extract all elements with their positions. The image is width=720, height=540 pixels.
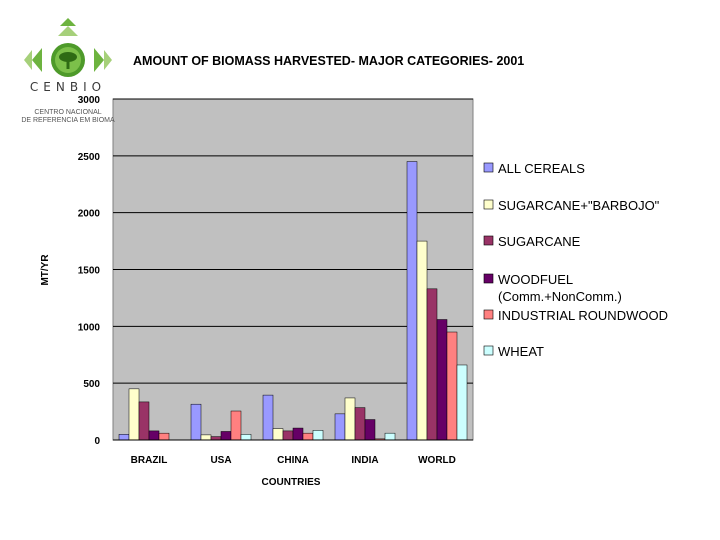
legend: ALL CEREALS SUGARCANE+"BARBOJO" SUGARCANE W… — [483, 161, 668, 359]
bar — [384, 432, 396, 441]
bar — [240, 434, 252, 441]
bar — [230, 410, 242, 441]
logo-emblem-icon — [24, 18, 112, 77]
y-tick-label: 3000 — [78, 95, 101, 106]
legend-label: ALL CEREALS — [498, 161, 585, 176]
y-tick-label: 1500 — [78, 266, 101, 277]
y-tick-label: 2500 — [78, 152, 101, 163]
bar — [416, 240, 428, 441]
x-tick-label: INDIA — [351, 455, 378, 466]
bar — [220, 431, 232, 441]
legend-swatch — [483, 309, 494, 320]
x-tick-label: WORLD — [418, 455, 456, 466]
legend-label: INDUSTRIAL ROUNDWOOD — [498, 308, 668, 323]
legend-swatch — [483, 162, 494, 173]
bar — [200, 434, 212, 441]
legend-swatch — [483, 235, 494, 246]
bar — [128, 388, 140, 441]
x-axis-title: COUNTRIES — [262, 477, 321, 488]
bar — [312, 430, 324, 441]
legend-label: SUGARCANE+"BARBOJO" — [498, 198, 660, 213]
x-tick-label: BRAZIL — [131, 455, 168, 466]
chart-title: AMOUNT OF BIOMASS HARVESTED- MAJOR CATEG… — [133, 54, 524, 68]
legend-swatch — [483, 199, 494, 210]
bar — [426, 288, 438, 441]
bar — [302, 432, 314, 441]
bar — [344, 397, 356, 441]
bar — [138, 401, 150, 441]
bar — [292, 427, 304, 441]
bar — [190, 403, 202, 441]
legend-label-line2: (Comm.+NonComm.) — [498, 289, 622, 304]
y-tick-label: 2000 — [78, 209, 101, 220]
bar — [148, 430, 160, 441]
axes: 0 500 1000 1500 2000 2500 3000 BRAZIL USA CHINA IN… — [78, 95, 473, 466]
cenbio-logo: CENBIO CENTRO NACIONAL DE REFERÊNCIA EM … — [16, 16, 120, 128]
bar — [118, 434, 130, 441]
bar — [262, 394, 274, 441]
logo-subtitle-line2: DE REFERÊNCIA EM BIOMA — [21, 117, 115, 124]
legend-swatch — [483, 273, 494, 284]
bar — [406, 161, 418, 441]
bar — [282, 430, 294, 441]
legend-label: SUGARCANE — [498, 234, 581, 249]
y-tick-label: 0 — [94, 436, 100, 447]
logo-subtitle-line1: CENTRO NACIONAL — [34, 109, 102, 116]
logo-wordmark: CENBIO — [29, 80, 107, 94]
legend-label: WHEAT — [498, 344, 544, 359]
bar — [210, 436, 222, 441]
bar — [272, 428, 284, 441]
bar — [446, 331, 458, 441]
y-tick-label: 1000 — [78, 322, 101, 333]
bar — [334, 413, 346, 441]
legend-swatch — [483, 345, 494, 356]
bar — [436, 319, 448, 441]
bar — [158, 432, 170, 441]
plot-area — [112, 98, 474, 441]
x-tick-label: CHINA — [277, 455, 309, 466]
bar — [456, 364, 468, 441]
y-tick-label: 500 — [83, 379, 100, 390]
bar — [364, 419, 376, 441]
bar — [354, 407, 366, 441]
x-tick-label: USA — [210, 455, 231, 466]
legend-label: WOODFUEL — [498, 272, 573, 287]
y-axis-title: MT/YR — [40, 254, 51, 286]
